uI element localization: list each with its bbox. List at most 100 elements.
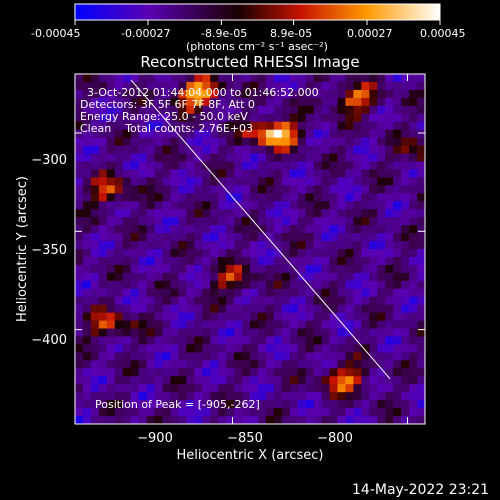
heatmap-cell: [321, 376, 330, 385]
heatmap-cell: [329, 344, 338, 353]
heatmap-cell: [265, 408, 275, 417]
x-tick-label: −900: [137, 431, 173, 446]
heatmap-cell: [154, 153, 163, 162]
heatmap-cell: [162, 185, 171, 194]
heatmap-cell: [337, 256, 346, 266]
heatmap-cell: [202, 312, 211, 321]
colorbar-gradient: [74, 3, 441, 21]
heatmap-cell: [273, 416, 283, 424]
heatmap-cell: [361, 169, 370, 178]
heatmap-cell: [417, 376, 425, 385]
heatmap-cell: [265, 416, 275, 424]
heatmap-cell: [377, 272, 386, 282]
heatmap-cell: [393, 336, 402, 345]
heatmap-cell: [305, 113, 315, 123]
heatmap-cell: [337, 288, 346, 298]
heatmap-cell: [75, 81, 84, 91]
heatmap-cell: [90, 169, 100, 178]
colorbar-tick-label: -0.00045: [31, 27, 80, 40]
heatmap-cell: [170, 81, 179, 91]
heatmap-cell: [170, 360, 179, 369]
heatmap-cell: [250, 296, 259, 306]
heatmap-cell: [170, 264, 179, 274]
heatmap-cell: [146, 408, 155, 417]
heatmap-cell: [234, 129, 243, 139]
heatmap-cell: [178, 320, 187, 329]
heatmap-cell: [146, 249, 155, 258]
heatmap-cell: [226, 217, 235, 226]
heatmap-cell: [345, 416, 354, 424]
heatmap-cell: [90, 344, 100, 353]
heatmap-cell: [393, 256, 402, 266]
heatmap-cell: [337, 153, 346, 162]
heatmap-cell: [202, 304, 211, 314]
heatmap-cell: [250, 392, 259, 401]
heatmap-cell: [242, 384, 251, 393]
heatmap-cell: [313, 416, 322, 424]
heatmap-cell: [329, 233, 338, 242]
heatmap-cell: [321, 161, 330, 170]
heatmap-cell: [337, 105, 346, 115]
heatmap-cell: [265, 233, 275, 242]
heatmap-cell: [313, 400, 322, 409]
heatmap-cell: [329, 105, 338, 115]
heatmap-cell: [138, 97, 147, 107]
heatmap-cell: [218, 81, 227, 91]
heatmap-cell: [138, 296, 147, 306]
heatmap-cell: [194, 161, 203, 170]
heatmap-cell: [409, 408, 418, 417]
heatmap-cell: [305, 416, 315, 424]
heatmap-cell: [146, 392, 155, 401]
heatmap-cell: [234, 153, 243, 162]
heatmap-cell: [297, 233, 307, 242]
heatmap-cell: [210, 312, 219, 321]
heatmap-cell: [218, 408, 227, 417]
heatmap-cell: [417, 352, 425, 361]
heatmap-cell: [90, 81, 100, 91]
heatmap-cell: [337, 74, 346, 83]
heatmap-cell: [401, 376, 410, 385]
heatmap-cell: [329, 225, 338, 234]
heatmap-cell: [186, 185, 195, 194]
heatmap-cell: [114, 392, 124, 401]
heatmap-cell: [75, 89, 84, 99]
heatmap-cell: [226, 97, 235, 107]
heatmap-cell: [250, 129, 259, 139]
heatmap-cell: [146, 384, 155, 393]
heatmap-cell: [377, 328, 386, 337]
heatmap-cell: [401, 233, 410, 242]
heatmap-cell: [297, 169, 307, 178]
heatmap-cell: [337, 201, 346, 210]
heatmap-cell: [289, 161, 299, 170]
heatmap-cell: [297, 89, 307, 99]
heatmap-cell: [106, 185, 116, 194]
heatmap-cell: [218, 272, 227, 282]
heatmap-cell: [250, 408, 259, 417]
heatmap-cell: [297, 312, 307, 321]
heatmap-cell: [186, 81, 195, 91]
heatmap-cell: [265, 312, 275, 321]
heatmap-cell: [226, 280, 235, 290]
heatmap-cell: [313, 201, 322, 210]
heatmap-cell: [82, 217, 92, 226]
heatmap-cell: [162, 89, 171, 99]
heatmap-cell: [130, 97, 140, 107]
heatmap-cell: [218, 145, 227, 154]
heatmap-cell: [257, 288, 267, 298]
heatmap-cell: [289, 296, 299, 306]
heatmap-cell: [146, 185, 155, 194]
heatmap-cell: [401, 400, 410, 409]
heatmap-cell: [257, 336, 267, 345]
heatmap-cell: [226, 74, 235, 83]
heatmap-cell: [98, 288, 108, 298]
heatmap-cell: [337, 217, 346, 226]
heatmap-cell: [242, 74, 251, 83]
heatmap-cell: [273, 177, 283, 186]
heatmap-cell: [242, 256, 251, 266]
heatmap-cell: [297, 137, 307, 146]
heatmap-cell: [385, 81, 394, 91]
heatmap-cell: [75, 360, 84, 369]
heatmap-cell: [114, 400, 124, 409]
heatmap-cell: [281, 113, 291, 123]
x-tick-label: −850: [227, 431, 263, 446]
